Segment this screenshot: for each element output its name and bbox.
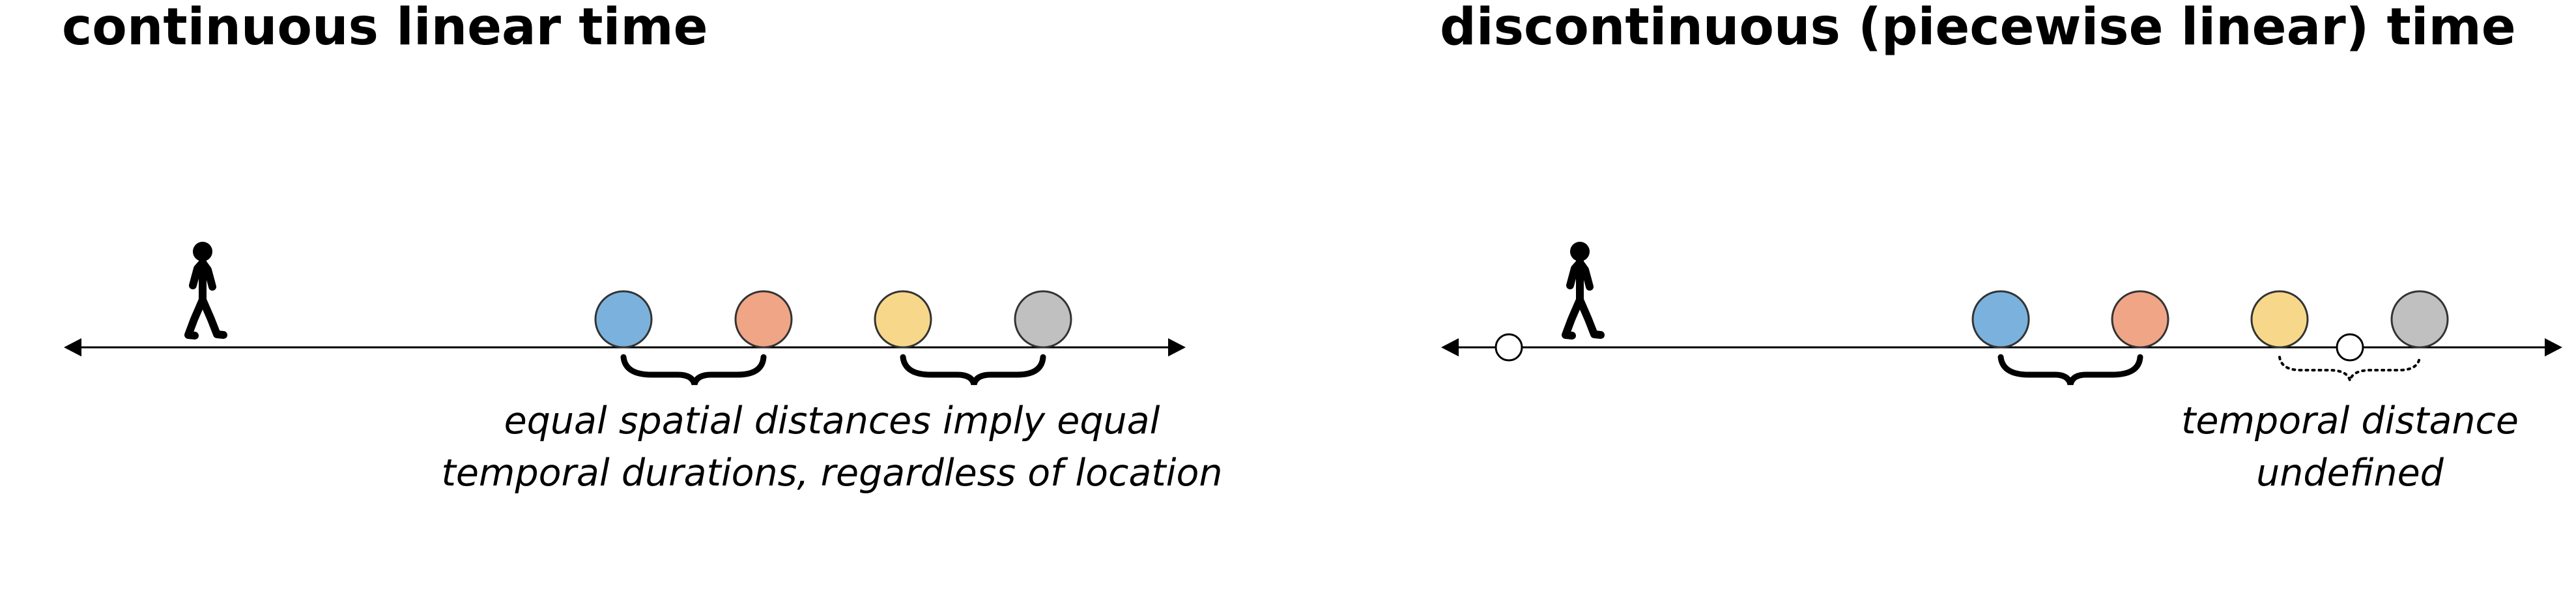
caption-line-2: undefined — [2256, 452, 2444, 495]
yellow-circle — [874, 290, 932, 349]
solid-brace — [1997, 354, 2143, 386]
walking-person-icon — [1562, 242, 1605, 340]
blue-circle — [594, 290, 653, 349]
open-circle — [1495, 333, 1523, 362]
caption-line-2: temporal durations, regardless of locati… — [442, 452, 1223, 495]
arrow-left-icon — [1441, 338, 1459, 356]
arrow-left-icon — [64, 338, 81, 356]
panel-title-discontinuous: discontinuous (piecewise linear) time — [1440, 0, 2516, 57]
yellow-circle — [2250, 290, 2309, 349]
panel-continuous: continuous linear time equal spatial dis… — [62, 0, 1222, 495]
blue-circle — [1971, 290, 2030, 349]
orange-circle — [2111, 290, 2169, 349]
dotted-brace — [2278, 356, 2421, 381]
arrow-right-icon — [1168, 338, 1186, 356]
panel-discontinuous: discontinuous (piecewise linear) time — [1440, 0, 2562, 495]
walking-person-icon — [184, 242, 227, 340]
solid-brace — [900, 354, 1046, 386]
gray-circle — [1014, 290, 1072, 349]
arrow-right-icon — [2545, 338, 2562, 356]
caption-line-1: equal spatial distances imply equal — [504, 399, 1160, 442]
panel-title-continuous: continuous linear time — [62, 0, 708, 57]
gray-circle — [2390, 290, 2449, 349]
open-circle — [2336, 333, 2364, 362]
caption-line-1: temporal distance — [2181, 399, 2519, 442]
solid-brace — [620, 354, 767, 386]
orange-circle — [734, 290, 793, 349]
